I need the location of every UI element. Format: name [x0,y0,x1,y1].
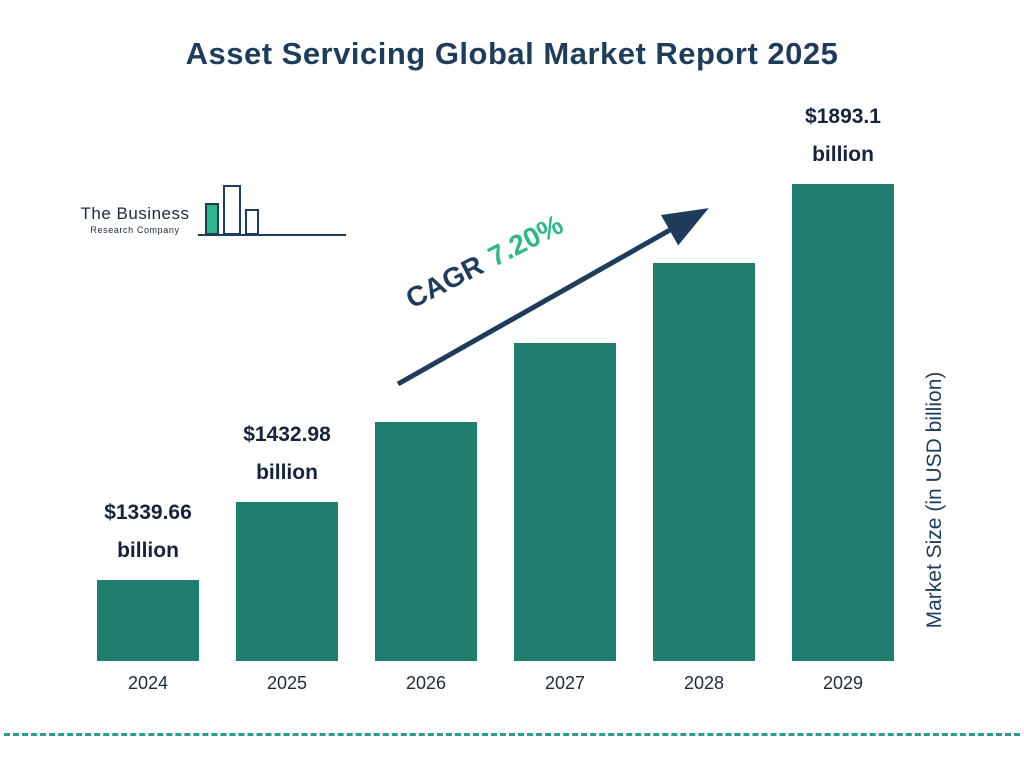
x-tick-2026: 2026 [405,673,447,693]
x-tick-2024: 2024 [127,673,169,693]
bar-2026 [375,422,477,661]
x-tick-2027: 2027 [544,673,586,693]
logo-line2: Research Company [90,225,180,235]
bar-2027 [514,343,616,661]
bar-group-2025: $1432.98 billion 2025 [236,416,338,695]
value-label-2024: $1339.66 billion [104,501,192,562]
bar-2029 [792,184,894,661]
value-label-2029: $1893.1 billion [805,105,881,166]
bar-group-2029: $1893.1 billion 2029 [792,98,894,695]
bar-2024 [97,580,199,661]
bar-group-2027: 2027 [514,343,616,695]
bar-group-2026: 2026 [375,422,477,695]
x-tick-2029: 2029 [822,673,864,693]
y-axis-label: Market Size (in USD billion) [923,371,946,629]
value-label-2025: $1432.98 billion [243,423,331,484]
x-tick-2028: 2028 [683,673,725,693]
bar-group-2028: 2028 [653,263,755,695]
chart-title: Asset Servicing Global Market Report 202… [185,36,839,71]
bar-chart-logo-icon [198,180,348,255]
bar-2028 [653,263,755,661]
company-logo: The Business Research Company [70,185,346,250]
bar-group-2024: $1339.66 billion 2024 [97,494,199,695]
bottom-dashed-divider [4,733,1020,736]
x-tick-2025: 2025 [266,673,308,693]
bar-2025 [236,502,338,661]
bar-series: $1339.66 billion 2024 $1432.98 billion 2025 20… [97,98,907,695]
logo-line1: The Business [80,204,190,223]
logo-text: The Business Research Company [70,204,200,235]
